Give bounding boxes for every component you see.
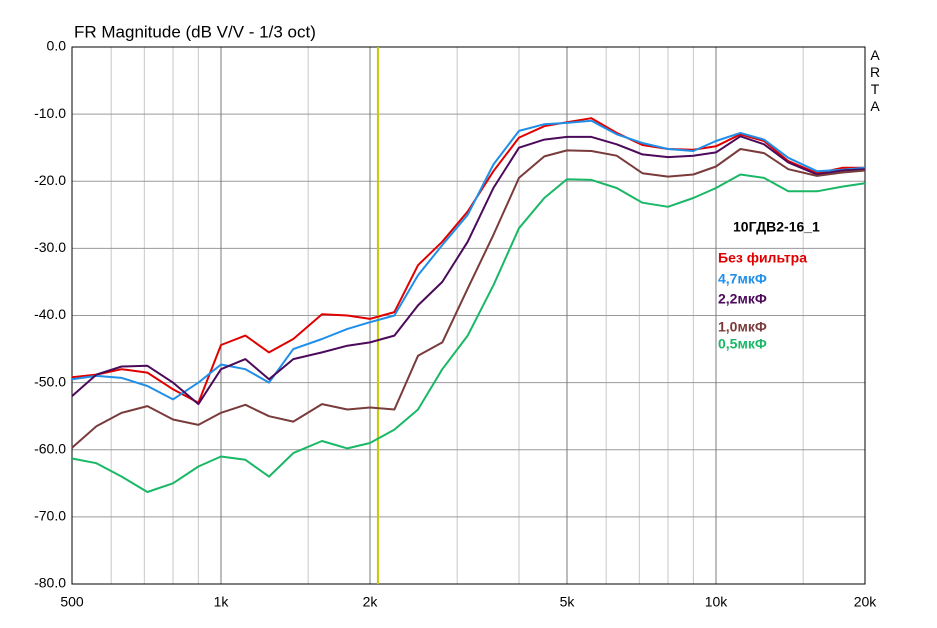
y-tick-label: -80.0 <box>34 575 66 591</box>
y-tick-label: -10.0 <box>34 105 66 121</box>
x-tick-label: 1k <box>214 594 230 610</box>
y-tick-label: -40.0 <box>34 306 66 322</box>
legend-title: 10ГДВ2-16_1 <box>733 219 820 235</box>
plot-frame <box>71 46 866 585</box>
legend-entry: 1,0мкФ <box>718 319 767 335</box>
series-line <box>71 119 866 401</box>
y-tick-label: -60.0 <box>34 440 66 456</box>
x-tick-label: 500 <box>60 594 84 610</box>
legend-entry: 4,7мкФ <box>718 271 767 287</box>
x-tick-label: 10k <box>705 594 729 610</box>
y-tick-label: -30.0 <box>34 239 66 255</box>
y-tick-label: -50.0 <box>34 373 66 389</box>
legend-entry: Без фильтра <box>718 250 807 266</box>
series-line <box>71 117 865 404</box>
legend-entry: 0,5мкФ <box>718 336 767 352</box>
x-tick-label: 5k <box>560 594 576 610</box>
y-tick-label: 0.0 <box>47 38 67 54</box>
x-tick-label: 20k <box>854 594 878 610</box>
y-tick-label: -20.0 <box>34 172 66 188</box>
y-tick-label: -70.0 <box>34 508 66 524</box>
series-line <box>71 135 866 406</box>
chart-title: FR Magnitude (dB V/V - 1/3 oct) <box>74 22 316 41</box>
x-tick-label: 2k <box>363 594 379 610</box>
series-line <box>71 173 866 493</box>
series-line <box>71 148 866 449</box>
legend-entry: 2,2мкФ <box>718 291 767 307</box>
